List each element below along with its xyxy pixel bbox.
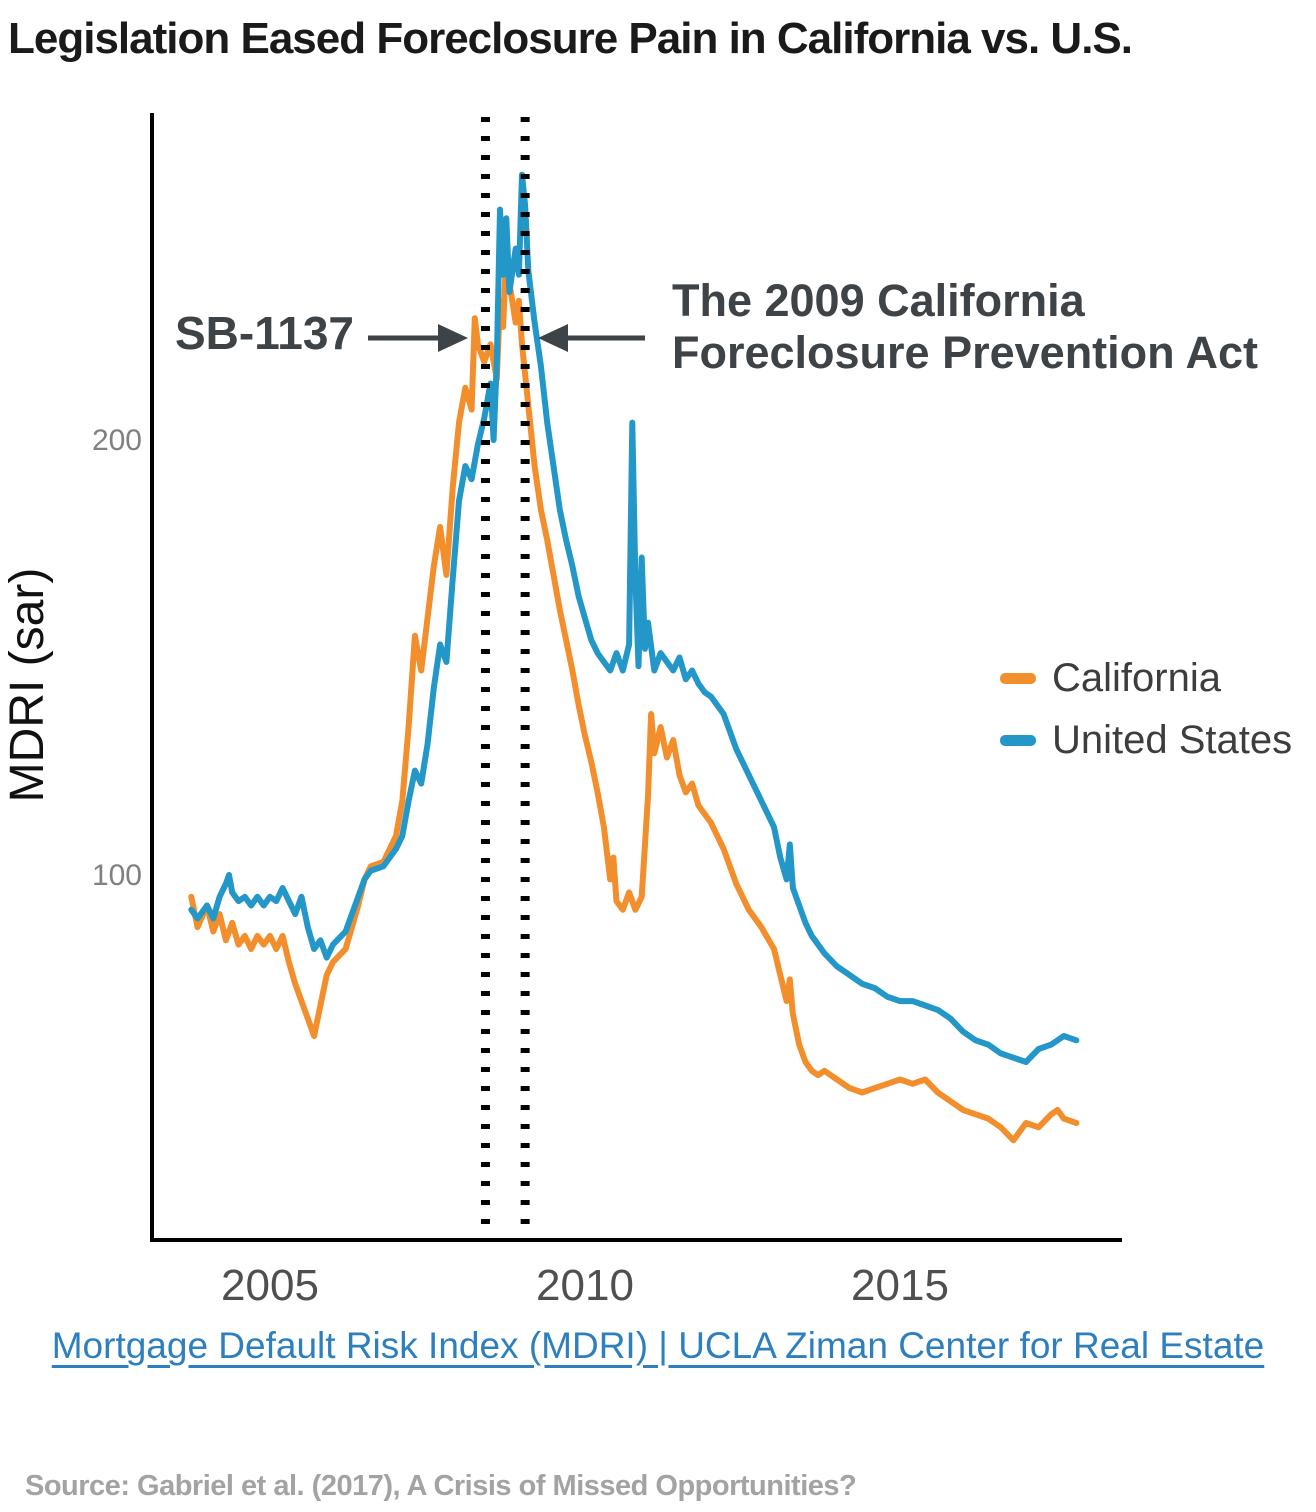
annotation-sb1137: SB-1137 <box>175 307 355 359</box>
series-california <box>188 250 1080 1144</box>
legend-item-california: California <box>1000 647 1292 709</box>
annotation-cfpa-line1: The 2009 California <box>672 275 1085 326</box>
legend: California United States <box>1000 647 1292 771</box>
series-united-states <box>188 171 1080 1065</box>
y-axis-label: MDRI (sar) <box>1 567 54 803</box>
source-link[interactable]: Mortgage Default Risk Index (MDRI) | UCL… <box>51 1325 1265 1366</box>
sb1137-arrow <box>368 324 468 352</box>
chart-area: 200 100 2005 2010 2015 MDRI (sar) SB-113… <box>0 95 1316 1310</box>
y-tick-200: 200 <box>92 424 142 457</box>
series-group <box>188 171 1080 1144</box>
chart-title: Legislation Eased Foreclosure Pain in Ca… <box>8 14 1133 63</box>
x-tick-2005: 2005 <box>221 1261 319 1310</box>
united-states-swatch <box>1000 734 1036 746</box>
legend-label-california: California <box>1052 655 1221 700</box>
chart-plot: 200 100 2005 2010 2015 <box>92 113 1122 1310</box>
cfpa-arrow <box>538 324 645 352</box>
annotation-cfpa: The 2009 California Foreclosure Preventi… <box>672 275 1292 379</box>
legend-item-united-states: United States <box>1000 709 1292 771</box>
legend-label-united-states: United States <box>1052 717 1293 762</box>
event-lines-group <box>480 117 530 1240</box>
annotation-cfpa-line2: Foreclosure Prevention Act <box>672 326 1258 378</box>
source-note: Source: Gabriel et al. (2017), A Crisis … <box>25 1470 857 1502</box>
california-swatch <box>1000 672 1036 684</box>
x-tick-2010: 2010 <box>536 1261 634 1310</box>
y-tick-100: 100 <box>92 859 142 892</box>
x-tick-2015: 2015 <box>851 1261 949 1310</box>
